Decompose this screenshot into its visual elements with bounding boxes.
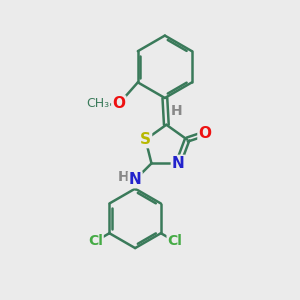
Text: Cl: Cl	[168, 234, 182, 248]
Text: H: H	[171, 104, 183, 118]
Text: N: N	[172, 156, 184, 171]
Text: O: O	[112, 96, 125, 111]
Text: Cl: Cl	[88, 234, 103, 248]
Text: CH₃: CH₃	[86, 98, 110, 110]
Text: H: H	[117, 170, 129, 184]
Text: S: S	[140, 132, 151, 147]
Text: N: N	[129, 172, 142, 187]
Text: O: O	[199, 126, 212, 141]
